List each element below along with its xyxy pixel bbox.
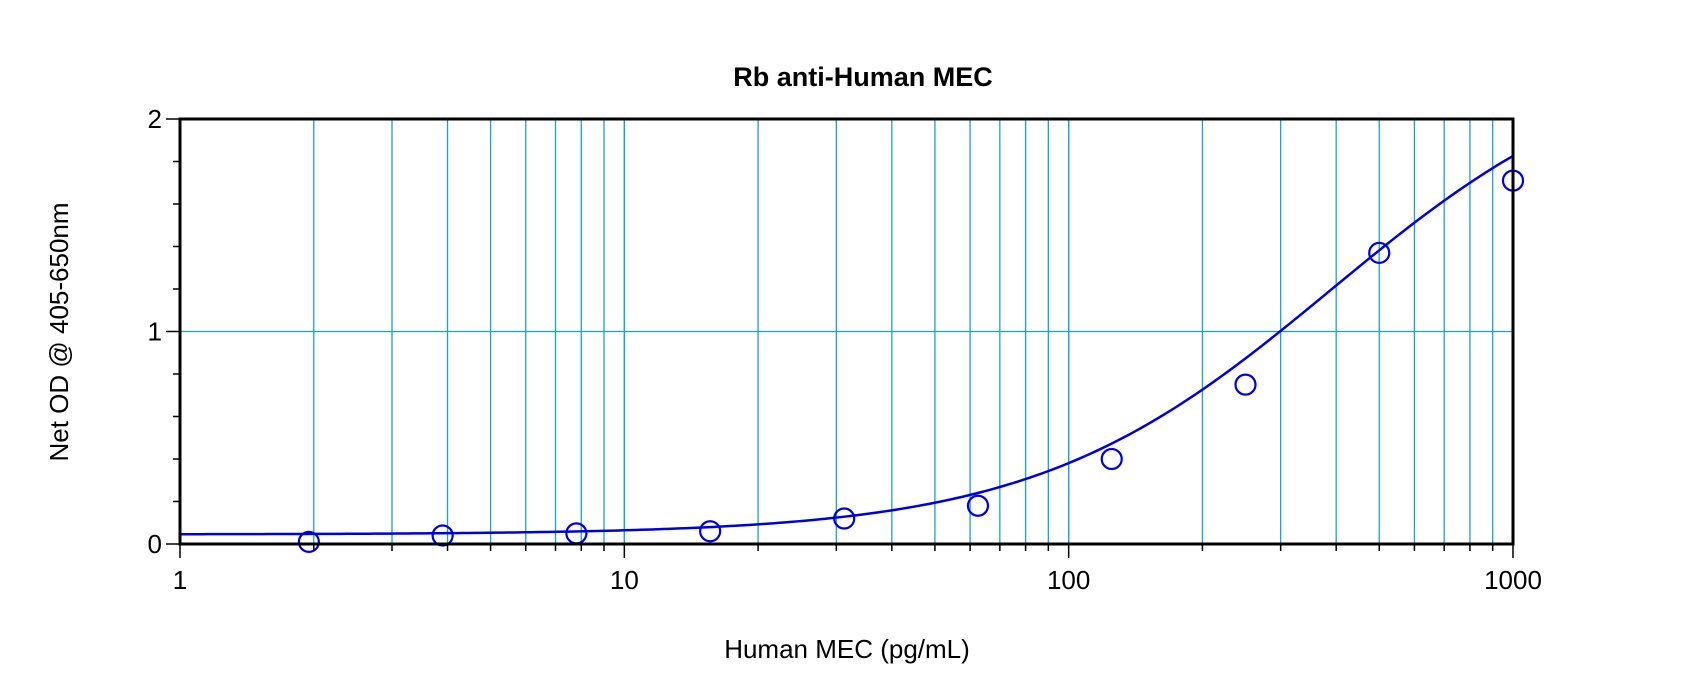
y-tick-label: 0 [148, 529, 162, 559]
y-tick-label: 2 [148, 104, 162, 134]
data-point [966, 494, 990, 517]
y-tick-labels: 0 1 2 [148, 104, 162, 559]
y-tick-label: 1 [148, 317, 162, 347]
data-point [565, 522, 588, 545]
data-point [699, 520, 722, 543]
data-point [1234, 373, 1257, 396]
plot-frame [178, 117, 1515, 546]
data-point [1368, 241, 1391, 264]
x-tick-label: 10 [610, 565, 639, 595]
x-tick-label: 1 [173, 565, 187, 595]
axis-ticks [166, 118, 1514, 558]
data-points [297, 169, 1525, 553]
data-point [297, 530, 320, 553]
x-tick-labels: 1 10 100 1000 [173, 565, 1542, 595]
y-axis-label: Net OD @ 405-650nm [44, 202, 74, 461]
data-point [833, 507, 856, 530]
x-tick-label: 1000 [1484, 565, 1542, 595]
fit-curve [179, 154, 1514, 536]
data-point [1100, 447, 1123, 471]
gridlines [180, 119, 1513, 544]
x-tick-label: 100 [1047, 565, 1090, 595]
chart-title: Rb anti-Human MEC [733, 62, 993, 92]
x-axis-label: Human MEC (pg/mL) [724, 634, 970, 664]
